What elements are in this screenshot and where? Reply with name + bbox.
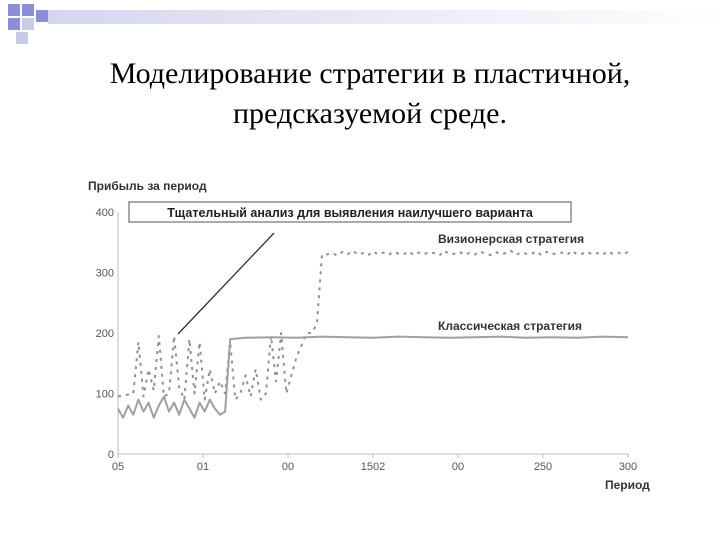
x-tick-label: 300 [619, 461, 637, 473]
series-line-classic [117, 335, 629, 419]
title-line-1: Моделирование стратегии в пластичной, [109, 57, 631, 90]
x-tick-label: 05 [112, 461, 124, 473]
x-tick-label: 00 [452, 461, 464, 473]
deco-square-5 [36, 10, 48, 22]
series-label-classic: Классическая стратегия [438, 319, 582, 333]
slide-title: Моделирование стратегии в пластичной, пр… [40, 54, 700, 134]
y-tick-label: 0 [108, 449, 114, 461]
y-ticks: 0 100 200 300 400 [96, 207, 114, 461]
y-tick-label: 200 [96, 328, 114, 340]
y-tick-label: 400 [96, 207, 114, 219]
x-tick-label: 250 [534, 461, 552, 473]
annotation-text: Тщательный анализ для выявления наилучше… [167, 206, 534, 220]
annotation-box [128, 201, 572, 223]
deco-square-6 [16, 32, 28, 44]
y-axis-label: Прибыль за период [88, 179, 207, 193]
x-tick-label: 00 [282, 461, 294, 473]
x-tick-label: 1502 [361, 461, 385, 473]
deco-square-2 [22, 4, 34, 16]
y-tick-label: 300 [96, 268, 114, 280]
annotation-pointer [177, 232, 275, 335]
deco-square-1 [8, 4, 20, 16]
corner-decoration [0, 0, 720, 44]
deco-top-rule [48, 10, 720, 24]
title-line-2: предсказуемой среде. [233, 97, 507, 130]
x-tick-label: 01 [197, 461, 209, 473]
deco-square-3 [8, 18, 20, 30]
deco-square-4 [22, 18, 34, 30]
x-ticks: 05 01 00 1502 00 250 300 [112, 454, 637, 473]
series-layer [117, 249, 629, 419]
y-tick-label: 100 [96, 389, 114, 401]
x-axis-label: Период [605, 478, 650, 492]
series-label-visionary: Визионерская стратегия [438, 232, 584, 246]
